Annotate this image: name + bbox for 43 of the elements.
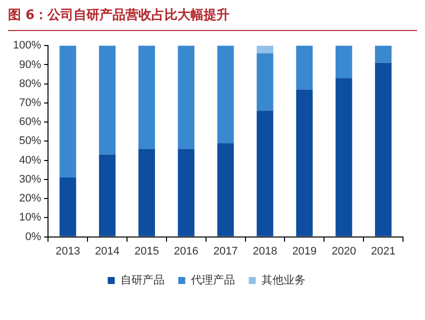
y-tick-label: 80% — [19, 78, 42, 90]
legend-label: 自研产品 — [120, 274, 164, 287]
bar — [138, 148, 155, 236]
bar — [296, 90, 313, 236]
y-tick-label: 10% — [19, 212, 42, 224]
x-tick-label: 2017 — [213, 245, 238, 258]
x-tick-label: 2020 — [332, 245, 356, 258]
y-tick-label: 30% — [19, 173, 42, 186]
bar — [256, 110, 274, 236]
x-tick-label: 2019 — [292, 245, 317, 258]
bar — [296, 46, 313, 90]
y-tick-label: 60% — [19, 116, 42, 128]
legend-label: 代理产品 — [190, 274, 235, 287]
chart-title: 图 6：公司自研产品营收占比大幅提升 — [8, 6, 417, 31]
bar — [217, 46, 234, 144]
bar — [178, 46, 194, 149]
bar — [375, 46, 392, 63]
y-tick-label: 0% — [25, 230, 42, 243]
bar — [256, 53, 274, 111]
bar — [336, 46, 352, 78]
x-tick-label: 2018 — [252, 245, 278, 258]
x-tick-label: 2015 — [134, 245, 159, 258]
x-tick-label: 2014 — [95, 245, 120, 258]
x-tick-label: 2016 — [174, 245, 198, 258]
y-tick-label: 70% — [19, 96, 42, 109]
bar — [60, 46, 76, 178]
x-tick-label: 2013 — [56, 245, 80, 258]
x-tick-label: 2021 — [371, 245, 396, 258]
bar — [178, 148, 194, 236]
bar — [99, 154, 116, 236]
bar — [138, 46, 155, 149]
legend-label: 其他业务 — [261, 274, 306, 287]
y-tick-label: 50% — [19, 135, 42, 148]
bar — [60, 178, 76, 236]
bar — [336, 78, 352, 236]
bar — [217, 143, 234, 236]
y-tick-label: 100% — [12, 40, 42, 52]
y-tick-label: 40% — [19, 154, 42, 166]
y-tick-label: 90% — [19, 58, 42, 71]
bar — [375, 62, 392, 236]
bar — [256, 46, 274, 54]
bar — [99, 46, 116, 155]
y-tick-label: 20% — [19, 192, 42, 205]
